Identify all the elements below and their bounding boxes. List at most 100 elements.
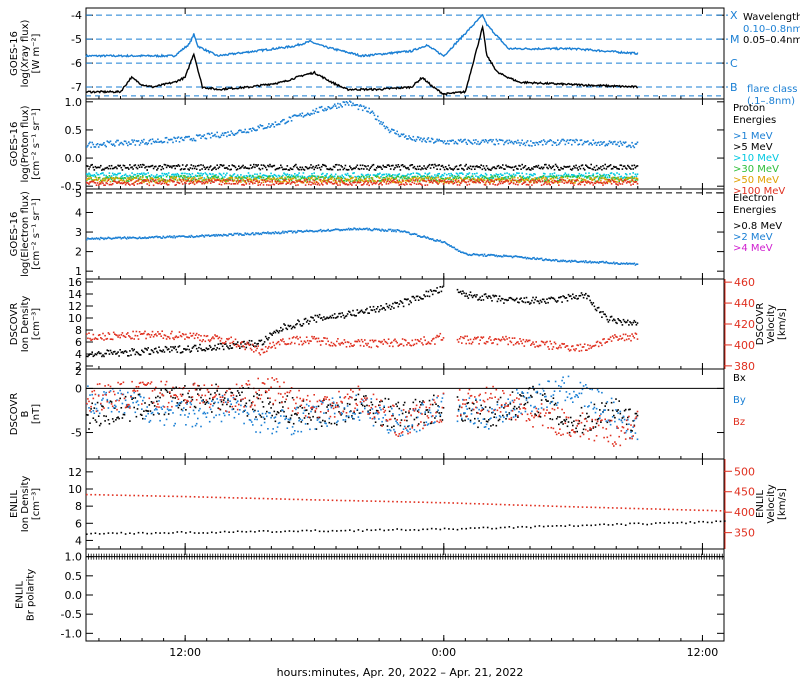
- proton-point: [546, 141, 548, 144]
- dscovr_density-point: [538, 302, 541, 305]
- proton-point: [247, 180, 250, 183]
- proton-point: [277, 167, 280, 170]
- proton-point: [567, 173, 570, 176]
- proton-point: [391, 177, 393, 179]
- proton-point: [223, 176, 226, 178]
- dscovr_density-point: [618, 338, 620, 340]
- proton-point: [573, 174, 575, 176]
- proton-point: [338, 177, 340, 179]
- proton-point: [121, 177, 124, 179]
- proton-point: [248, 183, 251, 185]
- proton-point: [171, 180, 173, 182]
- electron-point: [482, 255, 485, 257]
- proton-point: [166, 164, 169, 167]
- proton-point: [158, 182, 160, 185]
- proton-point: [242, 164, 244, 167]
- proton-point: [337, 169, 339, 171]
- proton-point: [477, 175, 479, 178]
- dscovr_density-point: [258, 339, 260, 342]
- proton-legend-entry: >1 MeV: [733, 131, 773, 142]
- proton-point: [526, 178, 529, 181]
- proton-point: [636, 182, 639, 185]
- dscovr_density-point: [587, 294, 589, 297]
- proton-point: [547, 167, 549, 170]
- dscovr_density-point: [374, 311, 377, 313]
- proton-point: [592, 175, 595, 177]
- proton-point: [213, 134, 215, 137]
- proton-point: [163, 163, 166, 166]
- proton-point: [272, 175, 274, 178]
- proton-point: [526, 168, 529, 170]
- dscovr_density-point: [303, 318, 306, 321]
- proton-point: [250, 130, 253, 132]
- proton-point: [468, 183, 471, 186]
- electron-point: [407, 231, 409, 233]
- dscovr_density-point: [531, 343, 533, 345]
- proton-point: [602, 141, 604, 144]
- electron-point: [180, 235, 183, 237]
- proton-point: [302, 168, 305, 171]
- proton-point: [137, 175, 140, 177]
- dscovr_density-point: [387, 338, 390, 340]
- dscovr_density-point: [277, 331, 280, 334]
- dscovr_density-point: [472, 294, 475, 297]
- proton-point: [234, 133, 237, 135]
- proton-point: [247, 178, 250, 181]
- proton-point: [124, 181, 127, 184]
- proton-point: [269, 175, 271, 178]
- proton-point: [467, 166, 470, 169]
- proton-point: [605, 168, 608, 170]
- proton-point: [316, 181, 319, 184]
- proton-point: [451, 168, 453, 170]
- proton-point: [493, 174, 495, 177]
- proton-point: [595, 176, 598, 178]
- proton-point: [252, 175, 254, 177]
- proton-point: [258, 175, 260, 178]
- proton-point: [117, 182, 119, 184]
- electron-point: [609, 262, 612, 264]
- dscovr_density-point: [629, 335, 631, 337]
- electron-point: [594, 261, 597, 264]
- proton-point: [231, 177, 234, 179]
- dscovr_density-point: [567, 293, 570, 296]
- dscovr_density-point: [147, 347, 149, 349]
- proton-point: [434, 163, 436, 166]
- proton-point: [232, 180, 235, 183]
- proton-point: [188, 180, 190, 183]
- dscovr_density-point: [309, 320, 311, 323]
- proton-point: [297, 168, 299, 170]
- proton-point: [625, 178, 628, 181]
- dscovr_density-point: [147, 333, 149, 335]
- proton-point: [562, 138, 564, 141]
- electron-point: [587, 261, 589, 264]
- proton-point: [385, 125, 388, 128]
- proton-point: [87, 165, 89, 168]
- proton-point: [328, 178, 331, 181]
- electron-point: [151, 236, 154, 238]
- proton-point: [232, 183, 235, 185]
- proton-point: [145, 179, 147, 181]
- proton-point: [393, 181, 395, 183]
- electron-point: [169, 235, 171, 237]
- proton-point: [403, 176, 406, 179]
- dscovr_density-point: [613, 318, 615, 321]
- proton-point: [453, 177, 456, 179]
- proton-point: [234, 176, 237, 178]
- proton-point: [214, 179, 216, 182]
- proton-point: [318, 166, 321, 169]
- proton-point: [426, 138, 429, 141]
- proton-point: [518, 179, 520, 182]
- proton-point: [566, 165, 569, 168]
- proton-point: [463, 179, 465, 182]
- dscovr_density-point: [106, 349, 109, 351]
- proton-point: [382, 121, 384, 124]
- proton-point: [608, 165, 611, 167]
- proton-point: [367, 180, 369, 182]
- proton-point: [440, 181, 443, 183]
- proton-point: [195, 175, 198, 177]
- proton-point: [379, 122, 381, 125]
- dscovr_density-point: [351, 345, 353, 347]
- proton-point: [223, 167, 226, 169]
- dscovr_density-point: [467, 297, 470, 299]
- proton-point: [549, 166, 551, 168]
